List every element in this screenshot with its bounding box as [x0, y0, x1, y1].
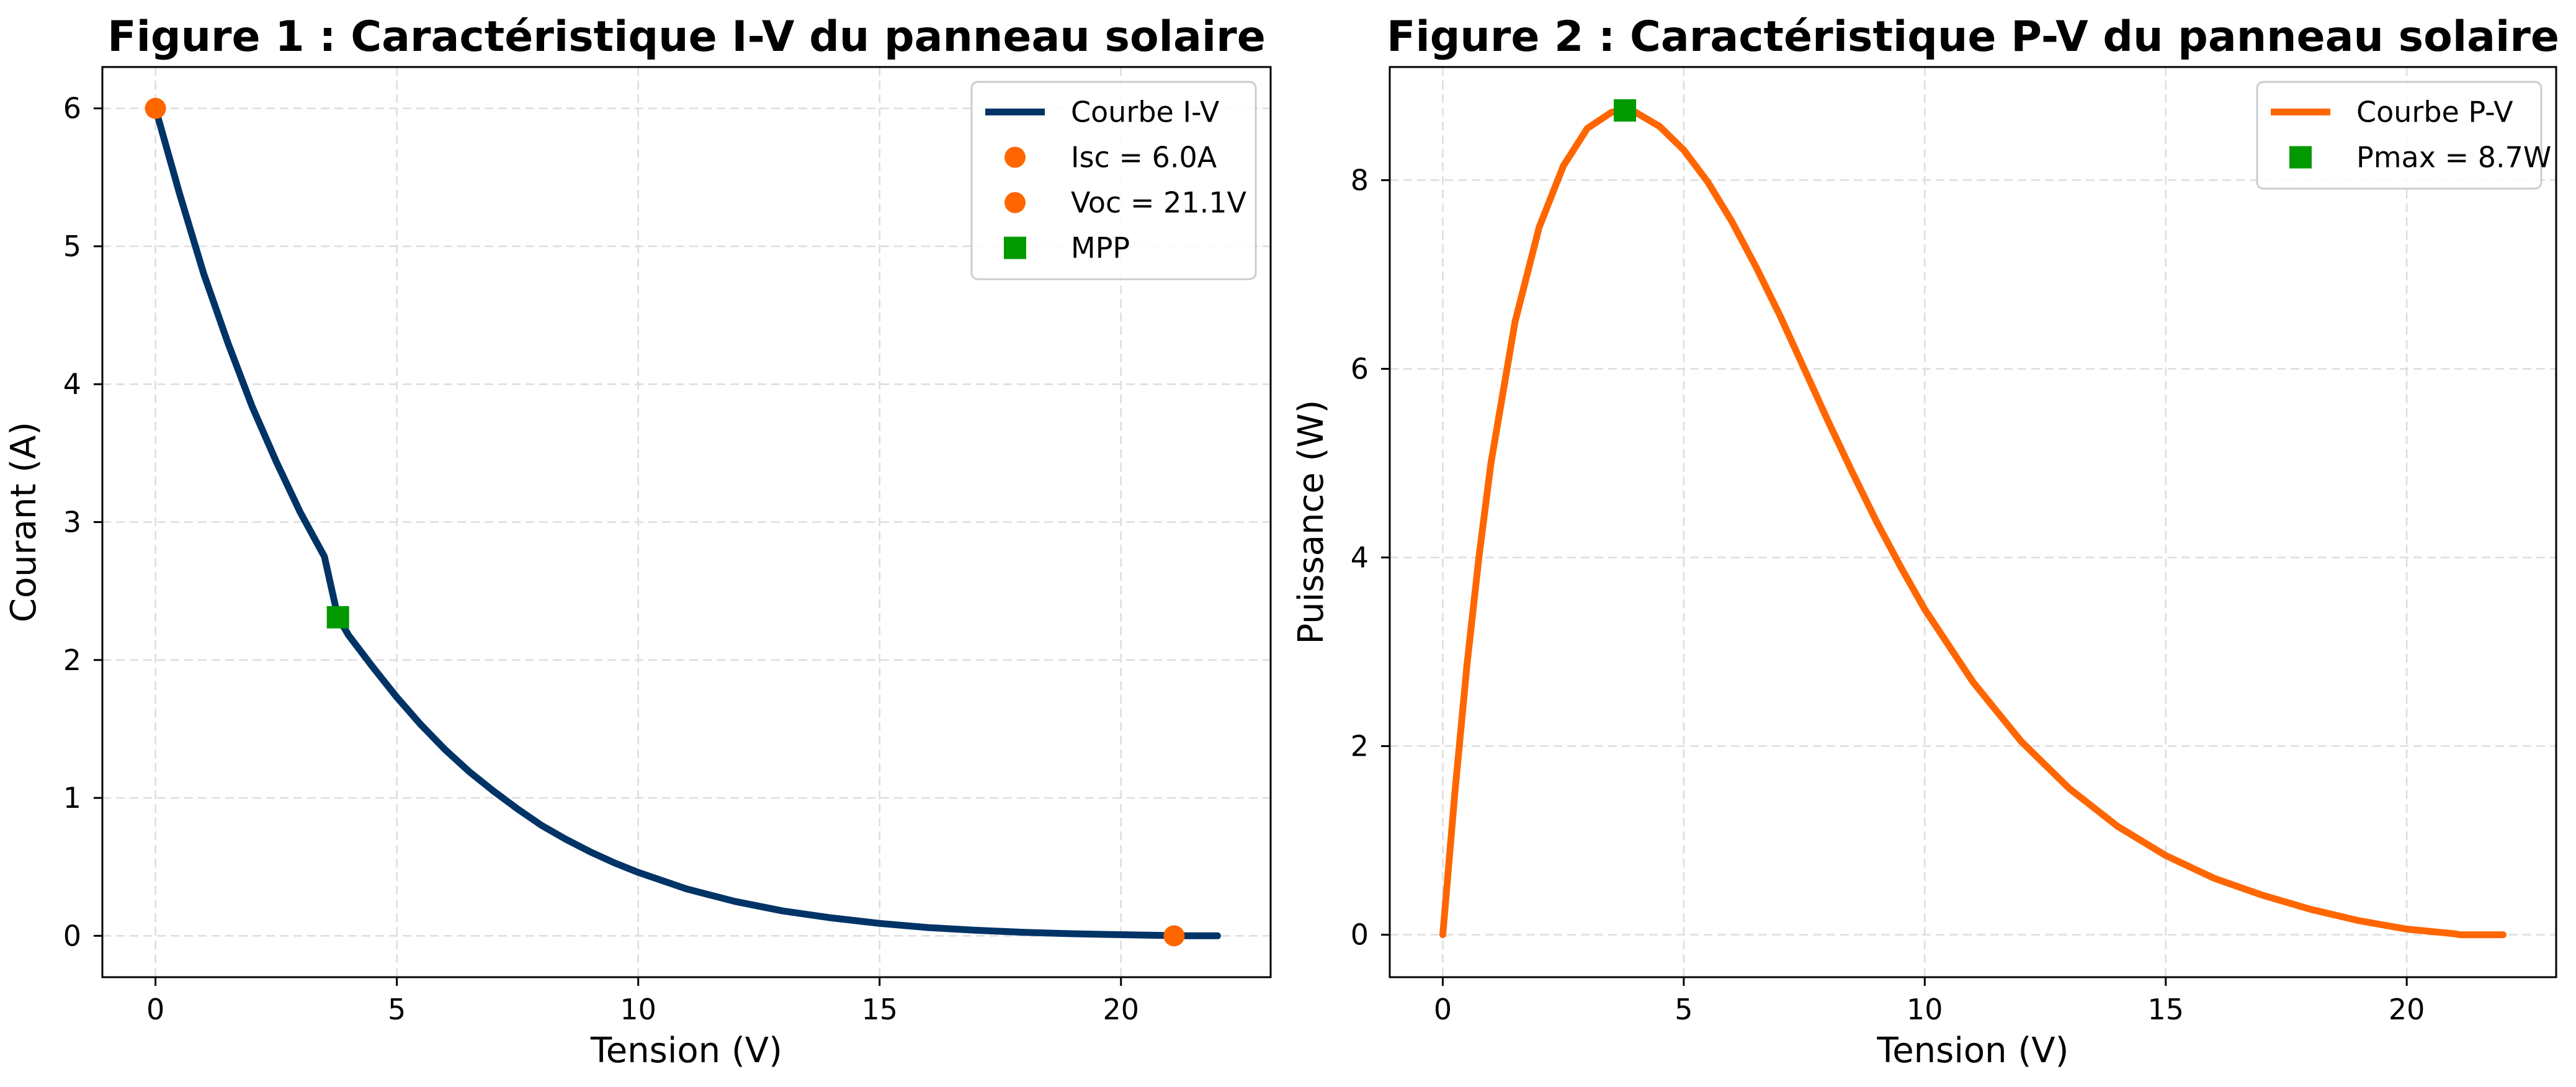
pv-xtick-label-4: 20	[2389, 993, 2425, 1026]
iv-ytick-label-6: 6	[63, 92, 81, 125]
pv-chart: Figure 2 : Caractéristique P-V du pannea…	[1291, 12, 2559, 1071]
iv-xtick-label-4: 20	[1103, 993, 1140, 1026]
iv-legend-handle-1	[1004, 146, 1026, 168]
pv-ytick-label-4: 8	[1351, 163, 1369, 197]
pv-ylabel: Puissance (W)	[1291, 400, 1331, 644]
pv-legend-label-1: Pmax = 8.7W	[2356, 141, 2551, 174]
pv-xlabel: Tension (V)	[1877, 1031, 2069, 1071]
iv-xlabel: Tension (V)	[590, 1031, 782, 1071]
iv-point-2-0	[1163, 925, 1185, 947]
pv-plot-frame	[1389, 66, 2557, 978]
iv-title: Figure 1 : Caractéristique I-V du pannea…	[107, 12, 1266, 61]
iv-ytick-label-2: 2	[63, 643, 81, 677]
iv-legend-label-2: Voc = 21.1V	[1071, 186, 1247, 220]
pv-xtick-label-2: 10	[1907, 993, 1943, 1026]
iv-legend-handle-2	[1004, 192, 1026, 213]
iv-xtick-label-1: 5	[388, 993, 406, 1026]
pv-xtick-label-0: 0	[1434, 993, 1452, 1026]
iv-legend-label-0: Courbe I-V	[1071, 96, 1220, 129]
iv-ytick-label-5: 5	[63, 230, 81, 263]
iv-xtick-label-0: 0	[146, 993, 164, 1026]
iv-xtick-label-3: 15	[861, 993, 898, 1026]
iv-ytick-label-4: 4	[63, 367, 81, 401]
iv-point-1-0	[145, 97, 166, 119]
iv-series-line-0	[152, 105, 1221, 939]
pv-xtick-label-3: 15	[2147, 993, 2184, 1026]
pv-xtick-label-1: 5	[1675, 993, 1693, 1026]
iv-legend-box	[970, 81, 1257, 280]
iv-ytick-label-3: 3	[63, 506, 81, 539]
iv-legend-label-1: Isc = 6.0A	[1071, 141, 1217, 174]
iv-chart: Figure 1 : Caractéristique I-V du pannea…	[4, 12, 1272, 1071]
iv-ytick-label-0: 0	[63, 919, 81, 952]
pv-series-line-0	[1439, 107, 2507, 939]
iv-legend-handle-3	[1004, 236, 1026, 259]
pv-legend-label-0: Courbe P-V	[2356, 96, 2513, 129]
pv-legend-handle-1	[2289, 146, 2312, 169]
pv-point-1-0	[1614, 99, 1637, 122]
pv-ytick-label-2: 4	[1351, 541, 1369, 575]
iv-ylabel: Courant (A)	[4, 422, 44, 622]
pv-ytick-label-3: 6	[1351, 352, 1369, 385]
iv-legend-label-3: MPP	[1071, 231, 1130, 265]
pv-ytick-label-1: 2	[1351, 730, 1369, 763]
pv-title: Figure 2 : Caractéristique P-V du pannea…	[1387, 12, 2559, 61]
pv-ytick-label-0: 0	[1351, 918, 1369, 952]
iv-xtick-label-2: 10	[620, 993, 656, 1026]
iv-point-3-0	[326, 606, 349, 628]
iv-ytick-label-1: 1	[63, 781, 81, 815]
